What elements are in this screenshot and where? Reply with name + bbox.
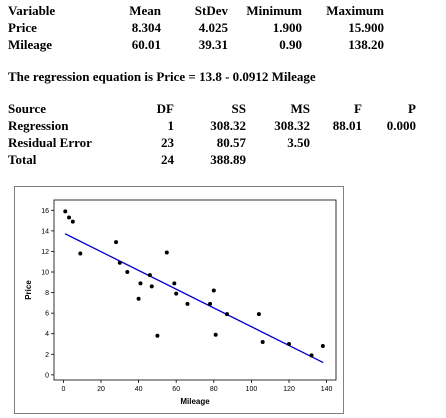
y-tick-label: 16 bbox=[41, 208, 49, 215]
data-point bbox=[67, 215, 72, 220]
axis-ticks: 0 20 40 60 80 100 120 140 0 2 4 6 8 10 12 14 16 bbox=[41, 208, 332, 393]
regression-equation: The regression equation is Price = 13.8 … bbox=[8, 69, 316, 84]
data-point bbox=[70, 219, 75, 224]
data-point bbox=[138, 281, 143, 286]
y-tick-label: 8 bbox=[45, 290, 49, 297]
anova-header-ms: MS bbox=[290, 101, 311, 116]
stats-cell: 0.90 bbox=[279, 37, 302, 52]
x-tick-label: 20 bbox=[97, 386, 105, 393]
anova-cell: 308.32 bbox=[210, 118, 246, 133]
anova-cell: 3.50 bbox=[287, 135, 310, 150]
x-tick-label: 0 bbox=[61, 386, 65, 393]
y-axis-label: Price bbox=[24, 280, 33, 300]
y-tick-label: 10 bbox=[41, 270, 49, 277]
data-point bbox=[174, 291, 179, 296]
y-tick-label: 12 bbox=[41, 249, 49, 256]
x-tick-label: 40 bbox=[135, 386, 143, 393]
anova-header-p: P bbox=[408, 101, 416, 116]
anova-row-label: Total bbox=[8, 152, 37, 167]
stats-header-variable: Variable bbox=[8, 3, 56, 18]
anova-header-f: F bbox=[354, 101, 362, 116]
plot-area bbox=[53, 199, 337, 381]
data-point bbox=[256, 312, 261, 317]
stats-cell: 8.304 bbox=[131, 20, 161, 35]
stats-cell: 4.025 bbox=[198, 20, 228, 35]
anova-cell: 80.57 bbox=[216, 135, 246, 150]
data-point bbox=[260, 339, 265, 344]
anova-cell: 308.32 bbox=[274, 118, 310, 133]
anova-header-ss: SS bbox=[231, 101, 246, 116]
data-point bbox=[155, 333, 160, 338]
data-point bbox=[185, 301, 190, 306]
stats-cell: 15.900 bbox=[348, 20, 384, 35]
data-point bbox=[147, 273, 152, 278]
data-point bbox=[224, 312, 229, 317]
scatter-plot: 0 20 40 60 80 100 120 140 0 2 4 6 8 10 12 14 16 Mileage … bbox=[14, 186, 344, 414]
y-tick-label: 0 bbox=[45, 372, 49, 379]
data-point bbox=[208, 301, 213, 306]
anova-cell: 0.000 bbox=[386, 118, 416, 133]
regression-fit-line bbox=[64, 233, 324, 364]
anova-cell: 1 bbox=[167, 118, 175, 133]
data-point bbox=[114, 240, 119, 245]
stats-header-stdev: StDev bbox=[194, 3, 228, 18]
stats-header-minimum: Minimum bbox=[246, 3, 302, 18]
x-tick-label: 100 bbox=[246, 386, 258, 393]
x-tick-label: 60 bbox=[172, 386, 180, 393]
anova-row-label: Residual Error bbox=[8, 135, 92, 150]
anova-header-source: Source bbox=[8, 101, 47, 116]
y-tick-label: 14 bbox=[41, 228, 49, 235]
data-point bbox=[78, 251, 83, 256]
data-point bbox=[287, 342, 291, 346]
stats-cell: 1.900 bbox=[272, 20, 302, 35]
data-points bbox=[63, 209, 325, 358]
y-tick-label: 4 bbox=[45, 331, 49, 338]
stats-row-label: Price bbox=[8, 20, 37, 35]
data-point bbox=[211, 288, 216, 293]
anova-cell: 88.01 bbox=[332, 118, 362, 133]
stats-header-mean: Mean bbox=[129, 3, 161, 18]
stats-cell: 60.01 bbox=[131, 37, 161, 52]
y-tick-label: 2 bbox=[45, 352, 49, 359]
x-tick-label: 140 bbox=[321, 386, 333, 393]
x-axis-label: Mileage bbox=[180, 397, 210, 406]
data-point bbox=[309, 353, 314, 358]
anova-cell: 388.89 bbox=[210, 152, 246, 167]
stats-cell: 138.20 bbox=[348, 37, 384, 52]
anova-header-df: DF bbox=[156, 101, 174, 116]
stats-cell: 39.31 bbox=[198, 37, 228, 52]
data-point bbox=[164, 250, 169, 255]
data-point bbox=[117, 260, 122, 265]
x-tick-label: 80 bbox=[210, 386, 218, 393]
y-tick-label: 6 bbox=[45, 311, 49, 318]
data-point bbox=[136, 296, 141, 301]
stats-header-maximum: Maximum bbox=[326, 3, 384, 18]
data-point bbox=[149, 284, 154, 289]
data-point bbox=[63, 209, 68, 214]
data-point bbox=[125, 270, 130, 274]
data-point bbox=[320, 344, 325, 349]
anova-cell: 24 bbox=[161, 152, 174, 167]
anova-cell: 23 bbox=[161, 135, 174, 150]
x-tick-label: 120 bbox=[283, 386, 295, 393]
data-point bbox=[172, 281, 177, 286]
data-point bbox=[213, 332, 218, 337]
stats-row-label: Mileage bbox=[8, 37, 53, 52]
anova-row-label: Regression bbox=[8, 118, 69, 133]
